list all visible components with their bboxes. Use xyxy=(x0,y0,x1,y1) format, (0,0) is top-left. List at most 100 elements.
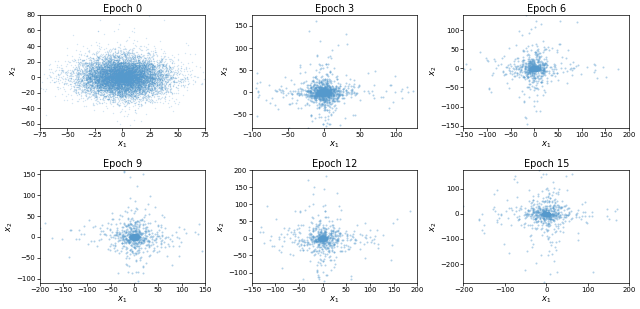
Point xyxy=(101,77,111,82)
Point xyxy=(102,76,112,81)
Point xyxy=(96,74,106,79)
Point xyxy=(531,67,541,72)
Point xyxy=(319,89,330,94)
Point xyxy=(317,87,328,92)
Point xyxy=(307,95,317,100)
Point xyxy=(318,236,328,241)
Point xyxy=(319,90,329,95)
Point xyxy=(92,79,102,84)
Point xyxy=(317,237,328,242)
Point xyxy=(102,76,112,81)
Point xyxy=(101,78,111,83)
Point xyxy=(298,248,308,252)
Point xyxy=(317,238,327,243)
Point xyxy=(110,80,120,85)
Point xyxy=(124,76,134,81)
Point xyxy=(309,83,319,88)
Point xyxy=(108,75,118,80)
Point xyxy=(132,235,143,240)
Point xyxy=(323,121,333,126)
Point xyxy=(319,89,329,94)
Point xyxy=(136,232,146,237)
Point xyxy=(317,167,328,171)
Point xyxy=(575,216,586,221)
Point xyxy=(131,234,141,239)
Point xyxy=(542,211,552,216)
Point xyxy=(527,61,538,66)
Point xyxy=(326,243,337,248)
Point xyxy=(120,70,130,75)
Point xyxy=(133,65,143,70)
Point xyxy=(317,238,328,243)
Point xyxy=(134,87,144,91)
Point xyxy=(124,88,134,93)
Point xyxy=(534,205,545,210)
Point xyxy=(126,234,136,239)
Point xyxy=(95,83,105,88)
Point xyxy=(134,64,144,69)
Point xyxy=(147,80,157,85)
Point xyxy=(128,61,138,66)
Point xyxy=(529,66,540,71)
Point xyxy=(145,71,156,76)
Point xyxy=(147,68,157,73)
Point xyxy=(541,211,551,216)
Point xyxy=(143,71,154,76)
Point xyxy=(90,71,100,76)
Point xyxy=(524,69,534,74)
Point xyxy=(141,94,152,99)
Point xyxy=(317,236,328,241)
Point xyxy=(529,74,539,78)
Point xyxy=(148,71,159,76)
Point xyxy=(93,88,104,93)
Point xyxy=(126,235,136,240)
Point xyxy=(131,63,141,68)
Point xyxy=(77,70,88,75)
Point xyxy=(102,83,112,88)
Point xyxy=(541,212,552,217)
Point xyxy=(111,75,122,80)
Point xyxy=(132,68,143,73)
Point xyxy=(529,66,540,71)
Point xyxy=(318,91,328,96)
Point xyxy=(309,88,319,93)
Point xyxy=(91,71,101,76)
Point xyxy=(125,81,135,86)
Point xyxy=(142,78,152,83)
Point xyxy=(131,235,141,240)
Point xyxy=(292,242,302,247)
Point xyxy=(147,86,157,91)
Point xyxy=(108,98,118,103)
Point xyxy=(324,89,334,94)
Point xyxy=(97,75,108,80)
Point xyxy=(539,210,549,215)
Point xyxy=(318,236,328,241)
Point xyxy=(537,211,547,216)
Point xyxy=(134,82,145,87)
Point xyxy=(540,211,550,216)
Point xyxy=(99,76,109,81)
Point xyxy=(532,201,543,206)
Point xyxy=(141,74,152,79)
Point xyxy=(97,80,107,85)
Point xyxy=(128,234,138,239)
Point xyxy=(321,88,332,93)
Point xyxy=(322,91,332,96)
Point xyxy=(113,83,123,88)
Point xyxy=(133,85,143,90)
Point xyxy=(543,212,553,217)
Point xyxy=(143,58,154,63)
Point xyxy=(117,79,127,84)
Point xyxy=(534,214,544,219)
Point xyxy=(316,236,326,241)
Point xyxy=(93,78,103,83)
Point xyxy=(314,112,324,116)
Point xyxy=(87,62,97,67)
Point xyxy=(316,236,326,241)
Point xyxy=(139,62,149,67)
Point xyxy=(127,235,137,240)
Point xyxy=(93,29,103,34)
Point xyxy=(314,237,324,242)
Point xyxy=(527,62,537,67)
Point xyxy=(92,86,102,91)
